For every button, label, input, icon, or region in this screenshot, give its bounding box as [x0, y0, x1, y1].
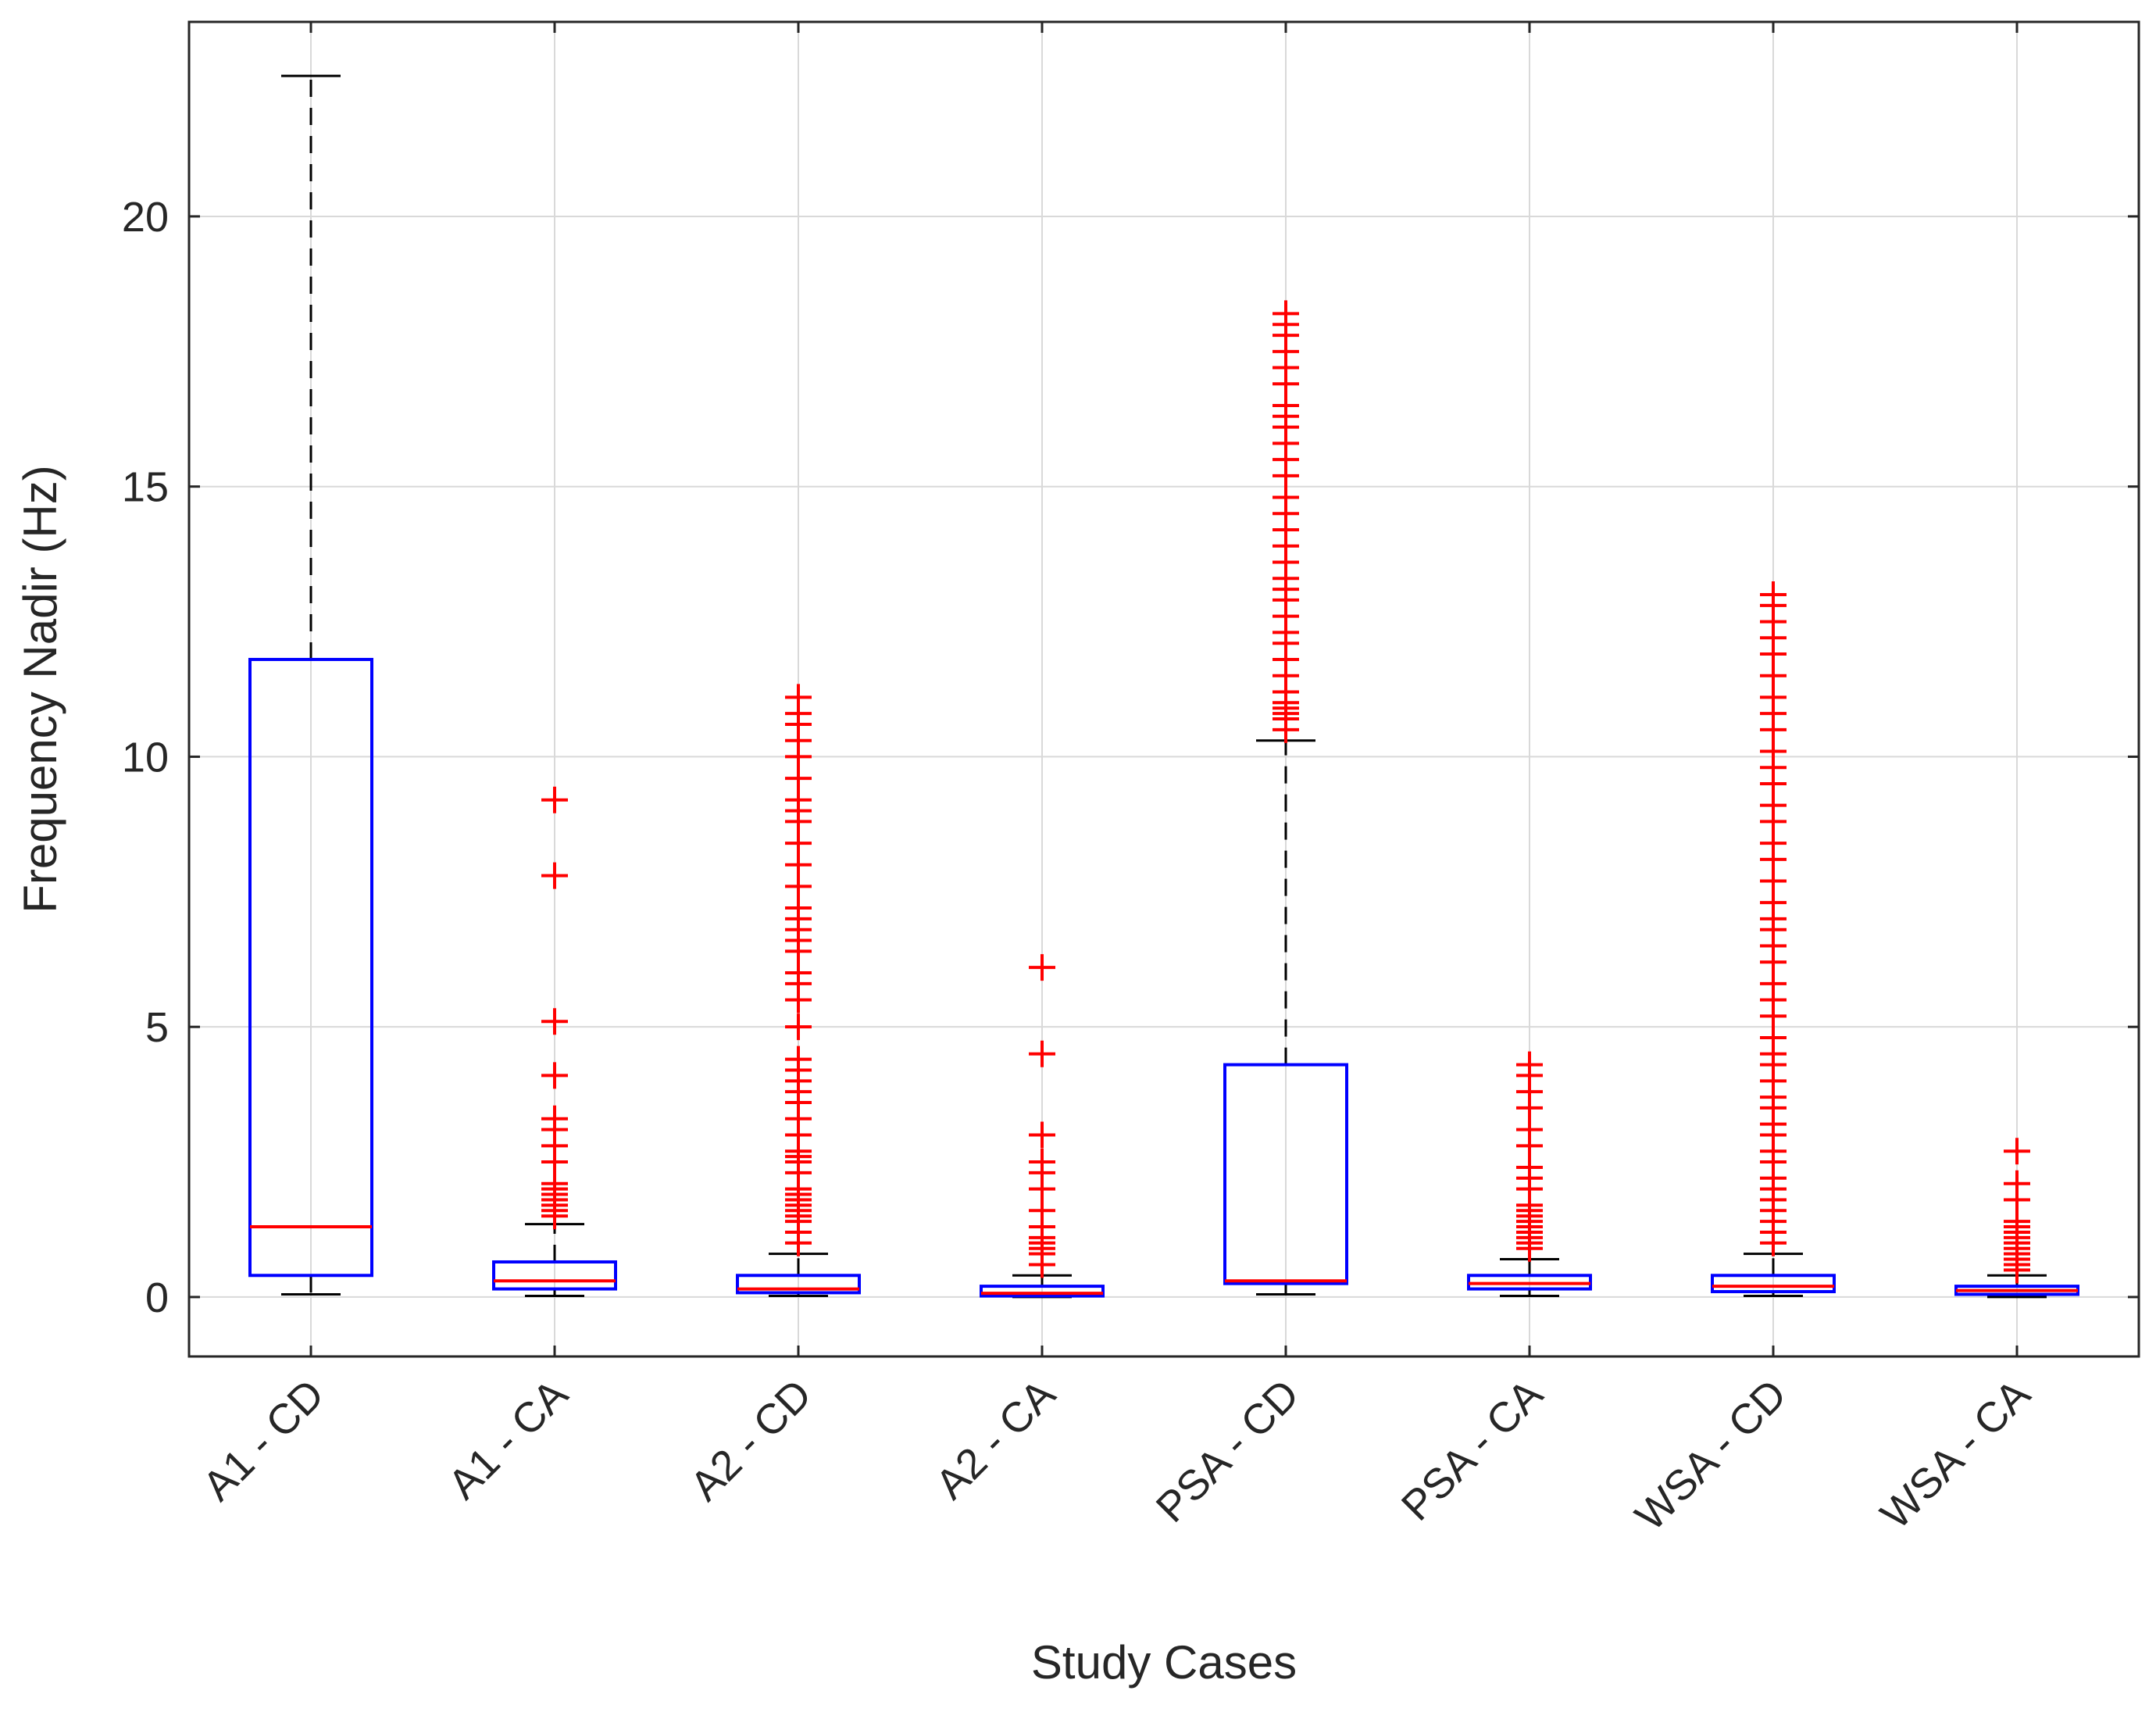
box-group: [736, 684, 861, 1298]
box-iqr: [980, 1285, 1105, 1298]
box-group: [1467, 1051, 1592, 1298]
box-iqr: [736, 1274, 861, 1295]
outlier-marker: [541, 1008, 568, 1035]
box-group: [1223, 300, 1348, 1296]
outlier-marker: [785, 1013, 812, 1041]
outlier-marker: [785, 1045, 812, 1073]
outlier-marker: [541, 786, 568, 813]
y-axis-label: Frequency Nadir (Hz): [14, 465, 66, 913]
box-group: [980, 954, 1105, 1299]
grid: [189, 22, 2139, 1356]
axes-frame: [187, 20, 2140, 1358]
outlier-marker: [541, 1062, 568, 1089]
box-iqr: [248, 657, 373, 1278]
outlier-marker: [1029, 1149, 1055, 1176]
outlier-marker: [2004, 1138, 2030, 1165]
outlier-marker: [785, 684, 812, 711]
y-tick-label: 5: [145, 1004, 169, 1051]
box-iqr: [1711, 1274, 1836, 1294]
boxes: [248, 74, 2079, 1299]
outlier-marker: [1029, 954, 1055, 981]
x-axis-label: Study Cases: [1031, 1636, 1297, 1689]
box-iqr: [1223, 1063, 1348, 1285]
box-group: [1711, 581, 1836, 1298]
outlier-marker: [1760, 581, 1787, 608]
y-tick-label: 10: [122, 734, 169, 781]
outlier-marker: [541, 1105, 568, 1132]
outlier-marker: [1029, 1121, 1055, 1149]
outlier-marker: [541, 862, 568, 889]
y-tick-label: 20: [122, 194, 169, 241]
box-iqr: [492, 1260, 617, 1291]
y-tick-label: 15: [122, 464, 169, 511]
outlier-marker: [1516, 1051, 1543, 1078]
box-group: [248, 74, 373, 1296]
y-tick-label: 0: [145, 1274, 169, 1321]
box-group: [492, 786, 617, 1298]
outlier-marker: [1029, 1040, 1055, 1067]
outlier-marker: [1273, 300, 1299, 327]
box-group: [1954, 1138, 2079, 1299]
outlier-marker: [2004, 1170, 2030, 1197]
